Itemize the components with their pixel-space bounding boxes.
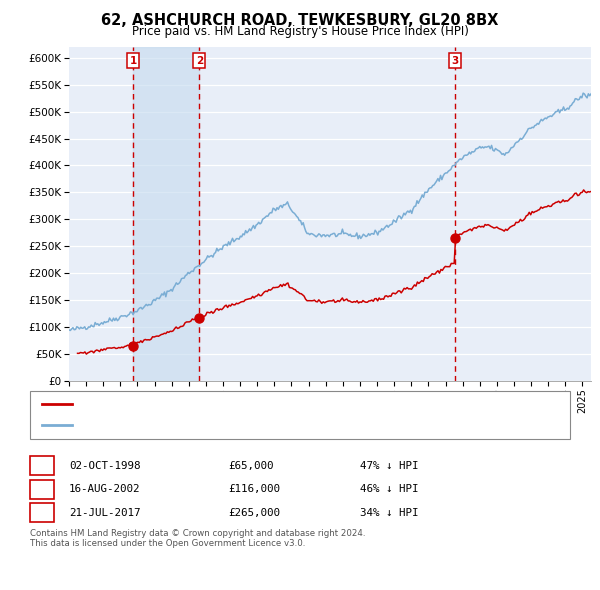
Text: £65,000: £65,000 [228, 461, 274, 470]
Text: This data is licensed under the Open Government Licence v3.0.: This data is licensed under the Open Gov… [30, 539, 305, 549]
Text: 02-OCT-1998: 02-OCT-1998 [69, 461, 140, 470]
Text: 16-AUG-2002: 16-AUG-2002 [69, 484, 140, 494]
Text: £265,000: £265,000 [228, 508, 280, 517]
Text: 2: 2 [196, 55, 203, 65]
Text: 47% ↓ HPI: 47% ↓ HPI [360, 461, 419, 470]
Text: 1: 1 [38, 461, 46, 470]
Text: 3: 3 [451, 55, 458, 65]
Text: 34% ↓ HPI: 34% ↓ HPI [360, 508, 419, 517]
Bar [133, 47, 199, 381]
Text: 3: 3 [38, 508, 46, 517]
Text: 21-JUL-2017: 21-JUL-2017 [69, 508, 140, 517]
Text: 2: 2 [38, 484, 46, 494]
Text: Contains HM Land Registry data © Crown copyright and database right 2024.: Contains HM Land Registry data © Crown c… [30, 529, 365, 539]
Text: 46% ↓ HPI: 46% ↓ HPI [360, 484, 419, 494]
Text: 1: 1 [130, 55, 137, 65]
Text: £116,000: £116,000 [228, 484, 280, 494]
Text: 62, ASHCHURCH ROAD, TEWKESBURY, GL20 8BX (detached house): 62, ASHCHURCH ROAD, TEWKESBURY, GL20 8BX… [78, 399, 427, 409]
Text: 62, ASHCHURCH ROAD, TEWKESBURY, GL20 8BX: 62, ASHCHURCH ROAD, TEWKESBURY, GL20 8BX [101, 13, 499, 28]
Text: HPI: Average price, detached house, Tewkesbury: HPI: Average price, detached house, Tewk… [78, 421, 332, 431]
Text: Price paid vs. HM Land Registry's House Price Index (HPI): Price paid vs. HM Land Registry's House … [131, 25, 469, 38]
